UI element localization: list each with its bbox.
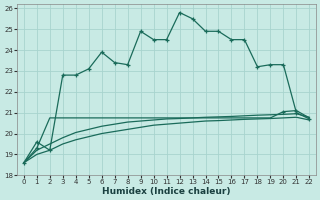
X-axis label: Humidex (Indice chaleur): Humidex (Indice chaleur) [102,187,231,196]
